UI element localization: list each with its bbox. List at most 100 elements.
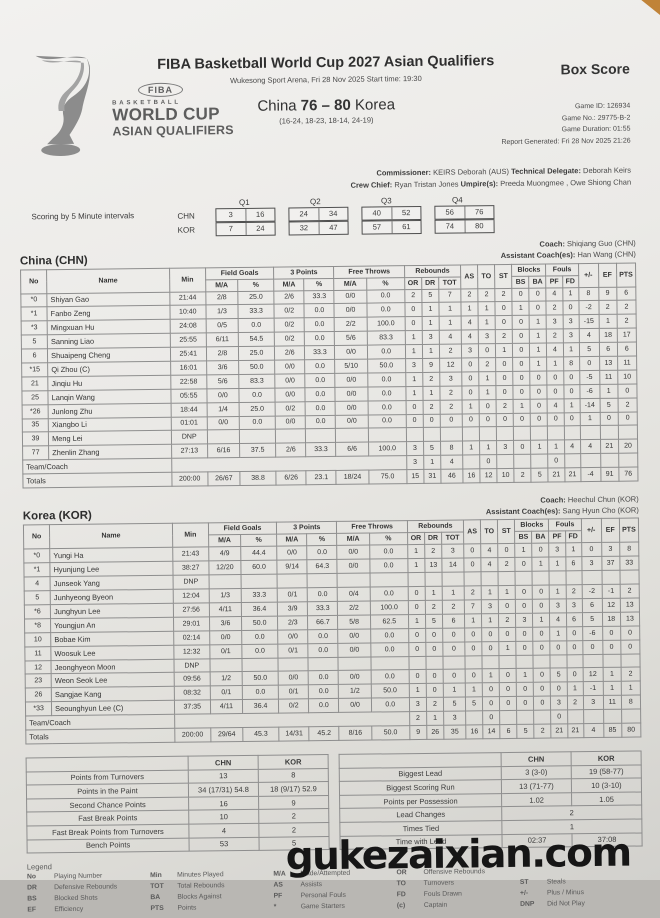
quarter-score-cell: 61 <box>391 221 421 233</box>
stat-cell <box>440 427 462 441</box>
stat-cell <box>564 454 580 468</box>
stat-cell: -6 <box>579 384 599 398</box>
col-tp-ma: M/A <box>274 278 304 290</box>
player-name: Junhyeong Byeon <box>50 589 173 604</box>
stat-cell: 1 <box>529 315 546 329</box>
stat-cell: 100.0 <box>370 601 408 615</box>
game-duration: Game Duration: 01:55 <box>501 124 630 137</box>
stat-cell: 100.0 <box>368 442 406 456</box>
stat-cell: 0.0 <box>309 699 339 713</box>
stat-cell: 0 <box>512 316 529 330</box>
stat-cell <box>498 572 515 586</box>
player-name: Seounghyun Lee (C) <box>52 701 175 716</box>
stat-cell: 0.0 <box>308 629 338 643</box>
player-name: Woosuk Lee <box>51 645 174 660</box>
player-name: Youngjun An <box>51 617 174 632</box>
stat-cell: 0 <box>408 587 425 601</box>
stat-cell: 64.3 <box>307 560 337 574</box>
col-fouls: Fouls <box>546 263 578 275</box>
stat-cell: 2/6 <box>276 443 306 457</box>
player-number: 21 <box>22 377 48 391</box>
stat-cell: 02:14 <box>173 631 209 645</box>
summary-value: 10 <box>189 810 259 824</box>
stat-cell: 0.0 <box>367 372 405 386</box>
stat-cell <box>464 572 481 586</box>
stat-cell: 0 <box>529 301 546 315</box>
stat-cell: 75.0 <box>368 470 406 484</box>
stat-cell: 0 <box>582 640 602 654</box>
stat-cell: 5 <box>551 668 567 682</box>
stat-cell: 14/31 <box>279 727 309 741</box>
stat-cell: 7 <box>439 289 461 303</box>
stat-cell: 0/2 <box>274 304 304 318</box>
stat-cell <box>207 430 239 444</box>
stat-cell: 60.0 <box>241 560 277 574</box>
col-ba: BA <box>532 531 549 543</box>
stat-cell <box>567 710 583 724</box>
col-fg-ma: M/A <box>206 279 238 291</box>
stat-cell: 1 <box>405 331 422 345</box>
stat-cell: 0/0 <box>337 559 369 573</box>
summary-value: 9 <box>259 795 329 809</box>
player-number: *15 <box>22 363 48 377</box>
stat-cell: DNP <box>171 430 207 444</box>
stat-cell: 1 <box>422 317 439 331</box>
coach-label: Coach: <box>540 495 566 504</box>
stat-cell: 0 <box>440 414 462 428</box>
legend-desc: Plus / Minus <box>547 889 584 900</box>
stat-cell: 0 <box>462 358 479 372</box>
stat-cell: 3 <box>601 543 619 557</box>
stat-cell: 2 <box>479 358 496 372</box>
stat-cell: 0 <box>465 641 482 655</box>
stat-cell: 0 <box>482 641 499 655</box>
stat-cell: 0 <box>500 697 517 711</box>
stat-cell: 2 <box>423 372 440 386</box>
stat-cell: 2 <box>567 696 583 710</box>
stat-cell: 5 <box>422 289 439 303</box>
stat-cell: 10:40 <box>170 305 206 319</box>
stat-cell: 5 <box>579 343 599 357</box>
stat-cell: 6 <box>500 724 517 738</box>
col-tot: TOT <box>441 532 463 544</box>
umpires-value: Preeda Muongmee , Owe Shiong Chan <box>498 178 631 189</box>
stat-cell: 3 <box>549 543 565 557</box>
stat-cell <box>549 571 565 585</box>
header-center: FIBA Basketball World Cup 2027 Asian Qua… <box>156 52 497 127</box>
stat-cell: 0 <box>464 544 481 558</box>
legend-item: (c)Captain <box>397 901 520 913</box>
stat-cell: 0 <box>513 385 530 399</box>
stat-cell: 2 <box>440 400 462 414</box>
stat-cell <box>337 573 369 587</box>
legend-abbr: PTS <box>150 905 177 916</box>
stat-cell: 21:43 <box>172 547 208 561</box>
stat-cell: 0 <box>534 696 551 710</box>
col-plus-minus: +/- <box>581 519 601 543</box>
stat-cell: 1 <box>565 543 581 557</box>
stat-cell: 1 <box>408 614 425 628</box>
stat-cell: 0 <box>547 371 563 385</box>
stat-cell <box>600 453 618 467</box>
stat-cell <box>602 570 620 584</box>
stat-cell: 4 <box>564 440 580 454</box>
page-title: FIBA Basketball World Cup 2027 Asian Qua… <box>156 52 496 74</box>
col-rebounds: Rebounds <box>407 520 463 533</box>
stat-cell: 0 <box>483 711 500 725</box>
stat-cell: 0.0 <box>370 587 408 601</box>
quarter-label: Q1 <box>215 198 273 208</box>
stat-cell: 5 <box>582 612 602 626</box>
stat-cell: 3 <box>444 711 466 725</box>
player-number: 12 <box>25 660 51 674</box>
stat-cell: 0 <box>548 412 564 426</box>
stat-cell <box>516 655 533 669</box>
stat-cell: 0 <box>465 669 482 683</box>
stat-cell: 17 <box>617 328 636 342</box>
stat-cell: 0 <box>426 684 443 698</box>
stat-cell: 0 <box>618 384 637 398</box>
stat-cell: 5 <box>443 697 465 711</box>
stat-cell: 0.0 <box>304 304 334 318</box>
stat-cell: 1/4 <box>207 402 239 416</box>
stat-cell: 16 <box>466 725 483 739</box>
stat-cell: 0 <box>483 697 500 711</box>
